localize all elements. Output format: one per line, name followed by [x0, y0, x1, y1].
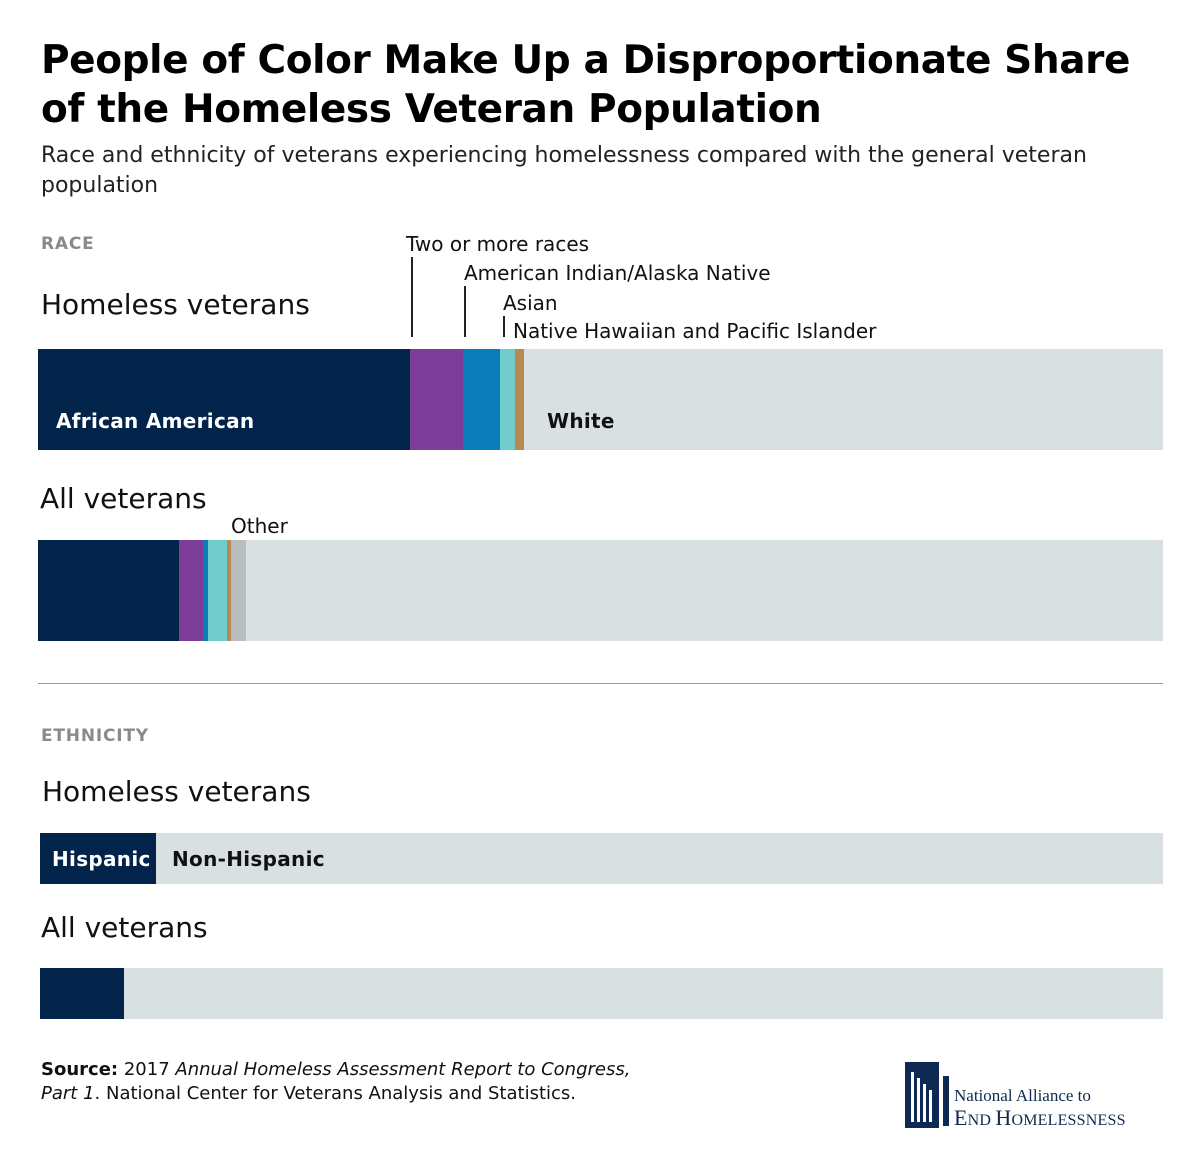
- segment-hispanic: [40, 968, 124, 1019]
- building-icon: [905, 1062, 949, 1128]
- segment-white: [524, 349, 1163, 450]
- label-african-american: African American: [56, 409, 255, 433]
- segment-african-american: [38, 540, 179, 641]
- source-note: Source: 2017 Annual Homeless Assessment …: [41, 1058, 661, 1106]
- race-homeless-label: Homeless veterans: [41, 288, 310, 321]
- annotation-american-indian: American Indian/Alaska Native: [464, 261, 771, 285]
- segment-asian: [208, 540, 227, 641]
- segment-two-or-more-races: [179, 540, 203, 641]
- segment-asian: [500, 349, 515, 450]
- race-all-bar: [38, 540, 1163, 641]
- ethnicity-section-label: ETHNICITY: [41, 726, 149, 746]
- leader-asian: [503, 316, 505, 337]
- source-label: Source:: [41, 1059, 119, 1080]
- label-hispanic: Hispanic: [52, 847, 151, 871]
- logo-line-2: END HOMELESSNESS: [954, 1105, 1126, 1130]
- source-report-title: Annual Homeless Assessment Report to Con…: [41, 1059, 631, 1104]
- source-year: 2017: [123, 1059, 170, 1080]
- race-section-label: RACE: [41, 234, 95, 254]
- annotation-other: Other: [231, 514, 288, 538]
- segment-white: [246, 540, 1163, 641]
- naeh-logo: National Alliance to END HOMELESSNESS: [905, 1060, 1165, 1130]
- race-all-label: All veterans: [40, 482, 207, 515]
- section-divider: [38, 683, 1163, 684]
- ethnicity-homeless-bar: Hispanic Non-Hispanic: [40, 833, 1163, 884]
- segment-native-hawaiian-and-pacific-islander: [515, 349, 524, 450]
- ethnicity-all-bar: [40, 968, 1163, 1019]
- segment-native-hawaiian-and-pacific-islander: [227, 540, 231, 641]
- label-non-hispanic: Non-Hispanic: [172, 847, 325, 871]
- label-white: White: [547, 409, 615, 433]
- leader-two-or-more: [411, 257, 413, 337]
- race-homeless-bar: [38, 349, 1163, 450]
- ethnicity-all-label: All veterans: [41, 911, 208, 944]
- segment-non-hispanic: [156, 833, 1163, 884]
- annotation-two-or-more: Two or more races: [406, 232, 590, 256]
- segment-african-american: [38, 349, 410, 450]
- segment-two-or-more-races: [410, 349, 463, 450]
- leader-american-indian: [464, 286, 466, 337]
- segment-american-indian-alaska-native: [203, 540, 208, 641]
- segment-non-hispanic: [124, 968, 1163, 1019]
- chart-subtitle: Race and ethnicity of veterans experienc…: [41, 143, 1087, 198]
- ethnicity-homeless-label: Homeless veterans: [42, 775, 311, 808]
- segment-american-indian-alaska-native: [463, 349, 500, 450]
- source-rest: . National Center for Veterans Analysis …: [94, 1083, 577, 1104]
- segment-hispanic: [40, 833, 156, 884]
- segment-other: [231, 540, 246, 641]
- chart-title: People of Color Make Up a Disproportiona…: [41, 38, 1131, 132]
- logo-line-1: National Alliance to: [954, 1086, 1091, 1105]
- annotation-nhpi: Native Hawaiian and Pacific Islander: [513, 319, 877, 343]
- annotation-asian: Asian: [503, 291, 558, 315]
